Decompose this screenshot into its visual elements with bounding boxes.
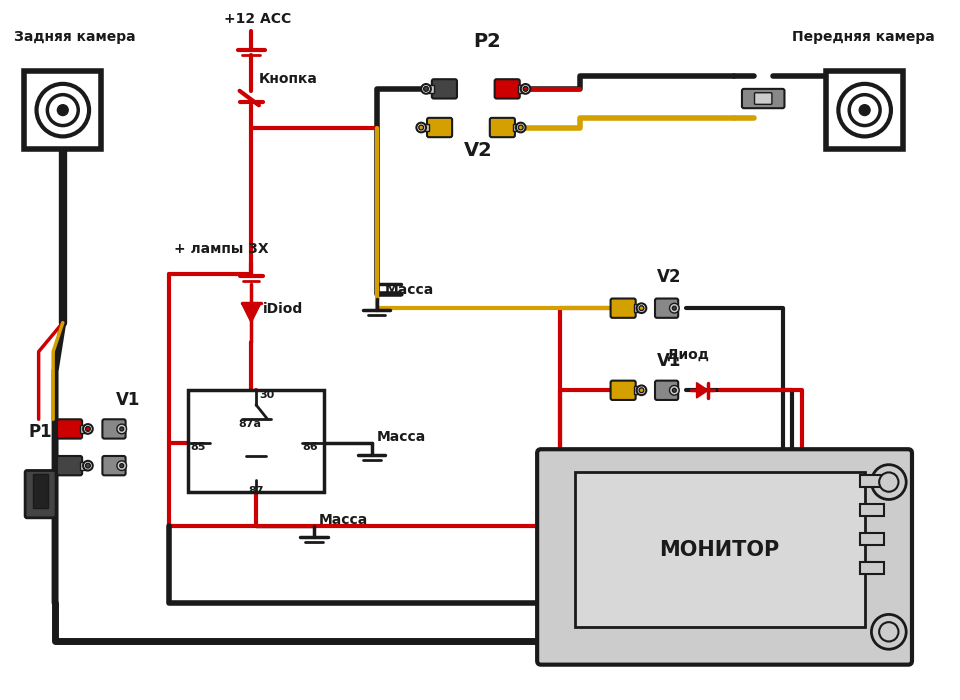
Text: Масса: Масса (319, 512, 368, 526)
Bar (513, 124, 520, 132)
Text: Диод: Диод (666, 347, 709, 361)
Bar (517, 85, 525, 92)
Circle shape (879, 473, 899, 491)
Text: 30: 30 (259, 390, 275, 400)
Bar (81, 462, 88, 470)
Polygon shape (697, 383, 708, 398)
Bar (426, 85, 434, 92)
Bar (24, 71, 102, 149)
Bar (33, 475, 48, 508)
Text: iDiod: iDiod (263, 302, 303, 316)
FancyBboxPatch shape (25, 470, 56, 518)
Circle shape (84, 461, 93, 470)
Circle shape (117, 424, 127, 434)
Text: Задняя камера: Задняя камера (14, 29, 136, 43)
Text: P2: P2 (473, 32, 501, 51)
FancyBboxPatch shape (490, 118, 515, 137)
Circle shape (850, 94, 880, 125)
Circle shape (421, 84, 431, 94)
Bar (634, 304, 641, 312)
Bar (421, 124, 429, 132)
Circle shape (117, 461, 127, 470)
Circle shape (859, 105, 870, 116)
Circle shape (417, 122, 426, 132)
Text: V1: V1 (116, 391, 140, 409)
Text: 86: 86 (302, 442, 318, 452)
Circle shape (838, 84, 891, 136)
FancyBboxPatch shape (57, 419, 83, 439)
Bar (826, 71, 903, 149)
Circle shape (672, 306, 676, 310)
Bar (860, 504, 884, 516)
Circle shape (520, 84, 530, 94)
FancyBboxPatch shape (57, 456, 83, 475)
Bar (575, 473, 865, 627)
Circle shape (36, 84, 89, 136)
Bar (188, 391, 324, 491)
Text: + лампы 3X: + лампы 3X (174, 242, 269, 256)
Bar (634, 386, 641, 394)
Text: 87: 87 (249, 486, 264, 496)
Circle shape (669, 386, 679, 395)
Text: 85: 85 (190, 442, 205, 452)
Text: V2: V2 (464, 141, 492, 160)
Circle shape (423, 87, 428, 91)
Bar (860, 475, 884, 487)
FancyBboxPatch shape (755, 92, 772, 104)
Circle shape (639, 388, 644, 393)
Bar (860, 562, 884, 574)
Circle shape (872, 465, 906, 500)
Text: Передняя камера: Передняя камера (792, 29, 935, 43)
Circle shape (85, 463, 90, 468)
Circle shape (84, 424, 93, 434)
Circle shape (419, 125, 423, 130)
Text: V2: V2 (657, 268, 682, 286)
FancyBboxPatch shape (103, 456, 126, 475)
Text: V1: V1 (657, 352, 682, 370)
Polygon shape (242, 303, 261, 323)
Circle shape (120, 427, 124, 431)
Text: МОНИТОР: МОНИТОР (660, 540, 780, 560)
FancyBboxPatch shape (103, 419, 126, 439)
Circle shape (872, 615, 906, 649)
Text: Масса: Масса (385, 283, 434, 297)
Text: Кнопка: Кнопка (259, 72, 318, 86)
Text: P1: P1 (29, 423, 53, 441)
Circle shape (518, 125, 523, 130)
FancyBboxPatch shape (611, 381, 636, 400)
FancyBboxPatch shape (432, 79, 457, 99)
Text: +12 ACC: +12 ACC (224, 12, 292, 26)
FancyBboxPatch shape (427, 118, 452, 137)
Bar (860, 533, 884, 545)
Circle shape (672, 389, 676, 392)
Circle shape (669, 303, 679, 313)
FancyBboxPatch shape (611, 298, 636, 318)
Circle shape (120, 463, 124, 468)
Circle shape (516, 122, 525, 132)
Circle shape (639, 306, 644, 311)
FancyBboxPatch shape (538, 449, 912, 665)
FancyBboxPatch shape (742, 89, 784, 108)
Text: 87a: 87a (239, 419, 262, 429)
Circle shape (636, 386, 646, 395)
Text: Масса: Масса (376, 430, 426, 444)
Circle shape (58, 105, 68, 116)
FancyBboxPatch shape (494, 79, 519, 99)
Circle shape (879, 622, 899, 641)
Circle shape (85, 426, 90, 431)
FancyBboxPatch shape (655, 298, 678, 318)
FancyBboxPatch shape (655, 381, 678, 400)
Circle shape (636, 303, 646, 313)
Circle shape (523, 87, 528, 91)
Circle shape (47, 94, 79, 125)
Bar (81, 425, 88, 433)
